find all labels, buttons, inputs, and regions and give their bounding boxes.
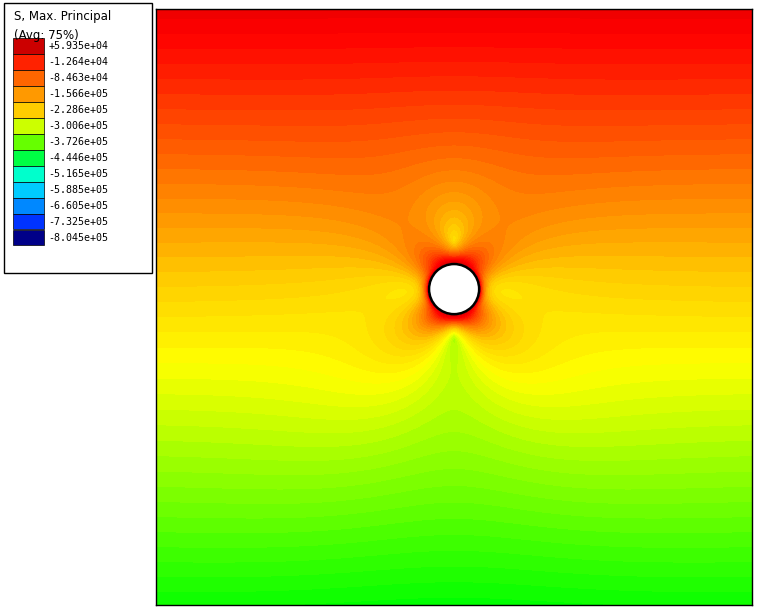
Text: -8.463e+04: -8.463e+04: [48, 73, 108, 83]
Text: +5.935e+04: +5.935e+04: [48, 41, 108, 52]
Bar: [13, 182, 44, 198]
Text: -3.726e+05: -3.726e+05: [48, 137, 108, 147]
Bar: [13, 87, 44, 102]
Text: -8.045e+05: -8.045e+05: [48, 233, 108, 243]
Bar: [13, 71, 44, 86]
Text: -5.885e+05: -5.885e+05: [48, 185, 108, 195]
Text: -1.264e+04: -1.264e+04: [48, 57, 108, 68]
Bar: [13, 198, 44, 214]
Circle shape: [429, 264, 479, 314]
Text: -4.446e+05: -4.446e+05: [48, 153, 108, 163]
Text: (Avg: 75%): (Avg: 75%): [14, 29, 79, 42]
Bar: [13, 166, 44, 182]
Bar: [13, 102, 44, 118]
Bar: [13, 39, 44, 54]
Bar: [13, 55, 44, 70]
Bar: [13, 150, 44, 166]
Text: -1.566e+05: -1.566e+05: [48, 89, 108, 99]
Text: -3.006e+05: -3.006e+05: [48, 121, 108, 131]
Text: -2.286e+05: -2.286e+05: [48, 105, 108, 115]
Text: S, Max. Principal: S, Max. Principal: [14, 10, 112, 23]
Bar: [13, 230, 44, 246]
Bar: [13, 214, 44, 230]
Text: -5.165e+05: -5.165e+05: [48, 169, 108, 179]
Bar: [13, 118, 44, 134]
Text: -7.325e+05: -7.325e+05: [48, 217, 108, 227]
Text: -6.605e+05: -6.605e+05: [48, 201, 108, 211]
Bar: [13, 134, 44, 150]
